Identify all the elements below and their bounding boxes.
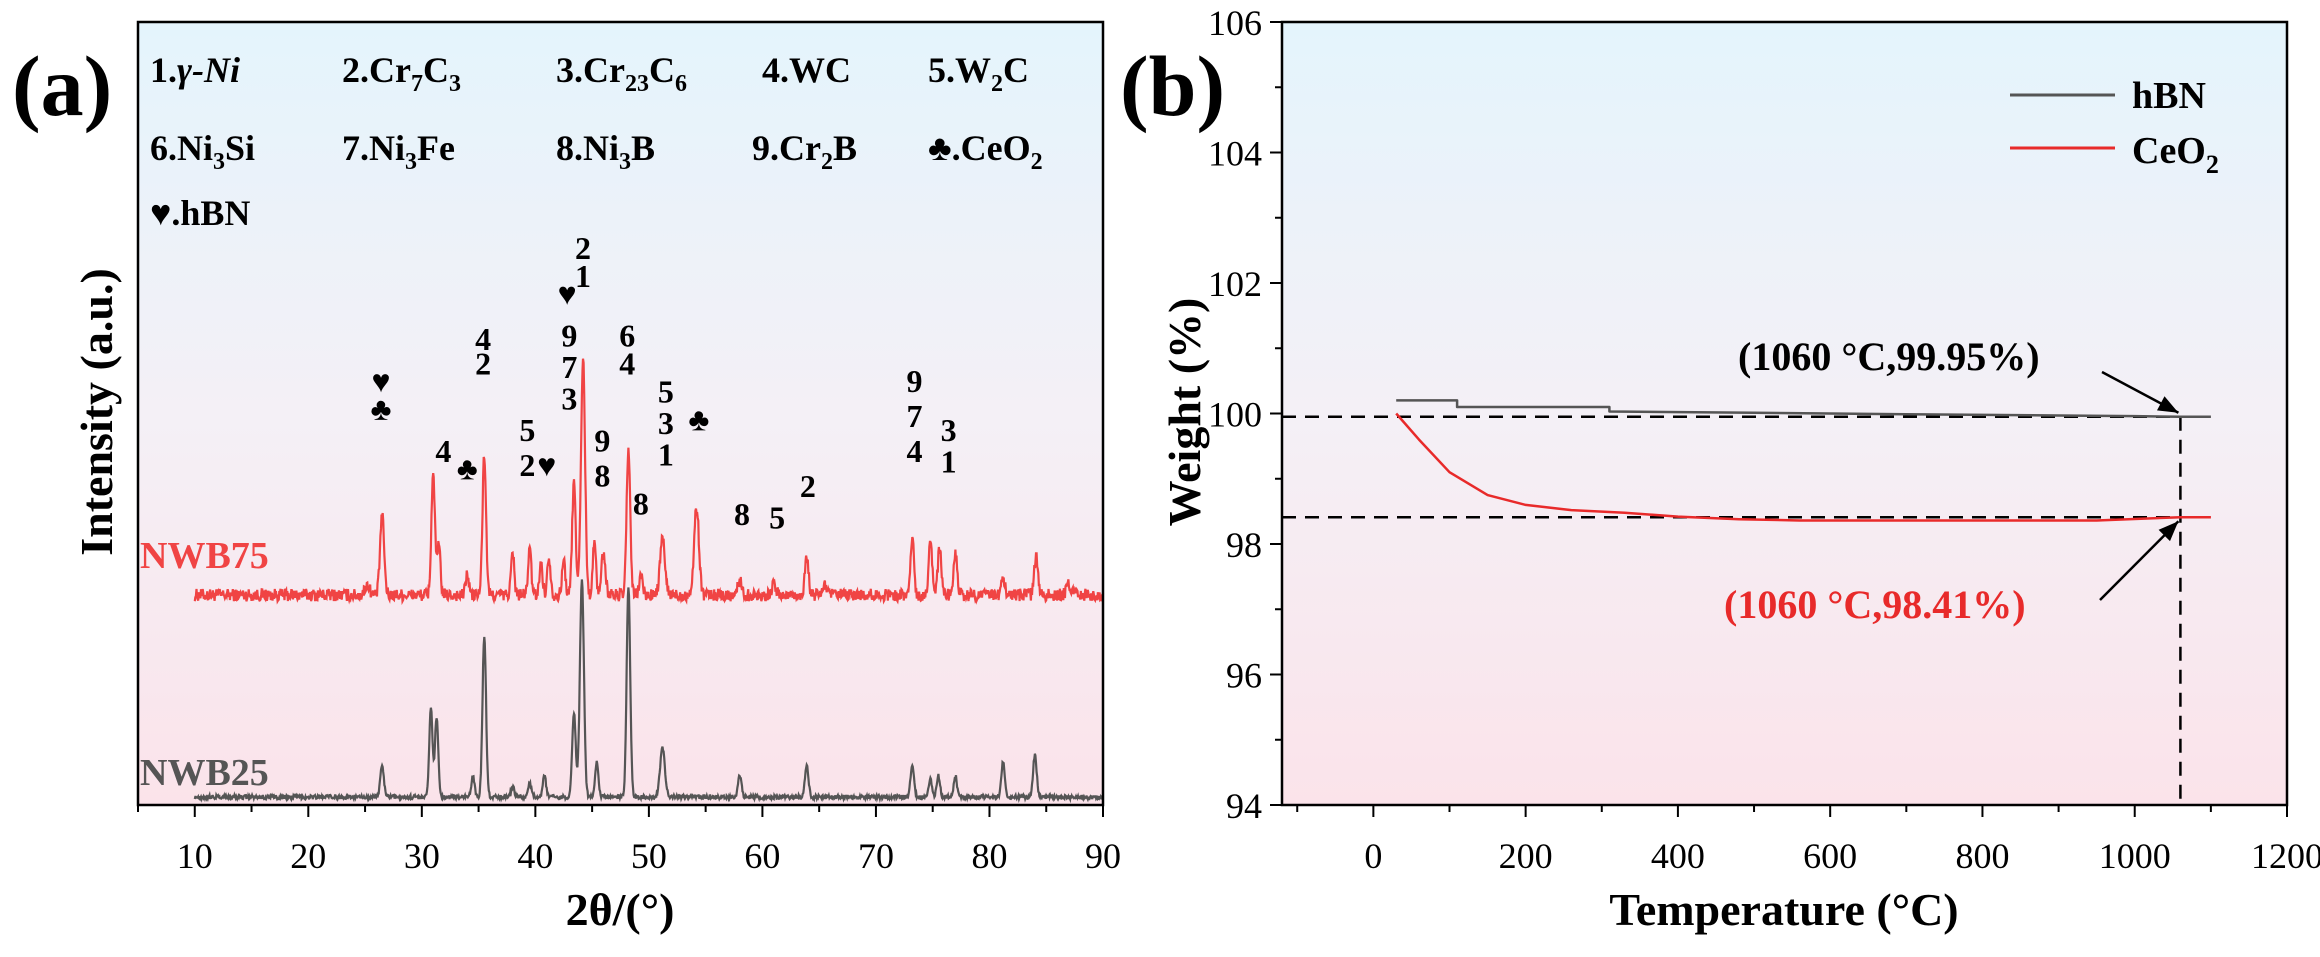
panel-a-y-axis-label: Intensity (a.u.) <box>71 268 122 556</box>
peak-label: 7 <box>907 398 923 434</box>
legend-hbn-text: hBN <box>2132 75 2206 117</box>
series-ceo2 <box>1395 412 2211 522</box>
legend-1: 1.γ-Ni <box>150 50 240 90</box>
peak-label: 9 <box>561 318 577 354</box>
series-nwb25 <box>193 579 1105 804</box>
x-tick-label: 90 <box>1085 836 1121 876</box>
panel-a-label: (a) <box>12 38 112 134</box>
peak-label: 8 <box>734 496 750 532</box>
peak-label: 1 <box>941 444 957 480</box>
x-tick-label: 600 <box>1803 836 1857 876</box>
legend-3: 3.Cr23C6 <box>556 50 687 97</box>
y-tick-label: 100 <box>1208 395 1262 435</box>
panel-b-x-ticks: 0 200 400 600 800 1000 1200 <box>1296 805 2320 876</box>
y-tick-label: 106 <box>1208 3 1262 43</box>
y-tick-label: 102 <box>1208 264 1262 304</box>
x-tick-label: 400 <box>1651 836 1705 876</box>
panel-b: 0 200 400 600 800 1000 1200 94 96 98 100 102 104 106… <box>1120 3 2320 935</box>
legend-9: 9.Cr2B <box>752 128 857 175</box>
arrow-ceo2-head <box>2158 521 2179 542</box>
peak-label: 2 <box>575 230 591 266</box>
panel-a-series <box>193 358 1105 804</box>
x-tick-label: 50 <box>631 836 667 876</box>
peak-label: 3 <box>941 412 957 448</box>
x-tick-label: 1000 <box>2099 836 2171 876</box>
panel-a-frame <box>136 20 1105 807</box>
legend-7: 7.Ni3Fe <box>342 128 455 175</box>
panel-b-arrows <box>2099 370 2180 601</box>
y-tick-label: 94 <box>1226 786 1262 826</box>
peak-label: 5 <box>769 500 785 536</box>
legend-2: 2.Cr7C3 <box>342 50 461 97</box>
panel-b-legend: hBN CeO2 <box>2010 75 2219 179</box>
peak-label: ♥ <box>371 363 390 399</box>
peak-label: 5 <box>519 412 535 448</box>
peak-label: 4 <box>619 346 635 382</box>
legend-ceo2: ♣.CeO2 <box>928 128 1043 175</box>
peak-label: 4 <box>907 433 923 469</box>
y-tick-label: 96 <box>1226 656 1262 696</box>
series-hbn <box>1396 399 2211 419</box>
peak-label: 7 <box>561 349 577 385</box>
x-tick-label: 0 <box>1364 836 1382 876</box>
peak-label: 3 <box>658 405 674 441</box>
x-tick-label: 60 <box>744 836 780 876</box>
panel-b-y-axis-label: Weight (%) <box>1159 298 1210 527</box>
panel-a-plot-area <box>138 22 1103 805</box>
x-tick-label: 200 <box>1499 836 1553 876</box>
peak-label: ♣ <box>457 451 478 487</box>
x-tick-label: 20 <box>290 836 326 876</box>
panel-b-reference-lines <box>1282 415 2182 805</box>
legend-8: 8.Ni3B <box>556 128 655 175</box>
annotation-ceo2: (1060 °C,98.41%) <box>1724 582 2026 627</box>
legend-hbn: ♥.hBN <box>150 193 250 233</box>
peak-label: 4 <box>475 321 491 357</box>
series-nwb75 <box>193 358 1105 606</box>
peak-label: 9 <box>907 363 923 399</box>
x-tick-label: 30 <box>404 836 440 876</box>
x-tick-label: 800 <box>1955 836 2009 876</box>
panel-b-series <box>1395 399 2211 522</box>
legend-ceo2-text: CeO2 <box>2132 130 2219 179</box>
panel-a-x-axis-label: 2θ/(°) <box>566 884 675 935</box>
x-tick-label: 1200 <box>2251 836 2320 876</box>
peak-label: 1 <box>575 258 591 294</box>
legend-4: 4.WC <box>762 50 851 90</box>
peak-label: 6 <box>619 318 635 354</box>
peak-label: ♥ <box>558 276 577 312</box>
panel-a-x-ticks: 10 20 30 40 50 60 70 80 90 <box>137 805 1121 876</box>
peak-label: 2 <box>475 346 491 382</box>
panel-b-x-axis-label: Temperature (°C) <box>1609 884 1958 935</box>
legend-6: 6.Ni3Si <box>150 128 255 175</box>
peak-label: 4 <box>435 433 451 469</box>
panel-a-legend: 1.γ-Ni 2.Cr7C3 3.Cr23C6 4.WC 5.W2C 6.Ni3… <box>150 50 1043 233</box>
peak-label: 3 <box>561 381 577 417</box>
peak-label: 1 <box>658 437 674 473</box>
x-tick-label: 70 <box>858 836 894 876</box>
x-tick-label: 40 <box>517 836 553 876</box>
peak-label: ♣ <box>370 391 391 427</box>
sample-label-nwb75: NWB75 <box>140 535 269 577</box>
peak-label: 8 <box>594 458 610 494</box>
peak-label: 5 <box>658 374 674 410</box>
x-tick-label: 80 <box>971 836 1007 876</box>
y-tick-label: 98 <box>1226 525 1262 565</box>
annotation-hbn: (1060 °C,99.95%) <box>1738 334 2040 379</box>
panel-b-label: (b) <box>1120 38 1225 134</box>
peak-label: 2 <box>800 468 816 504</box>
legend-5: 5.W2C <box>928 50 1029 97</box>
peak-label: 9 <box>594 423 610 459</box>
peak-label: ♥ <box>537 447 556 483</box>
peak-label: 2 <box>519 447 535 483</box>
y-tick-label: 104 <box>1208 134 1262 174</box>
x-tick-label: 10 <box>177 836 213 876</box>
arrow-hbn-head <box>2157 396 2179 413</box>
sample-label-nwb25: NWB25 <box>140 752 269 794</box>
panel-b-y-ticks: 94 96 98 100 102 104 106 <box>1208 3 1282 826</box>
peak-label: ♣ <box>688 402 709 438</box>
peak-label: 8 <box>633 486 649 522</box>
